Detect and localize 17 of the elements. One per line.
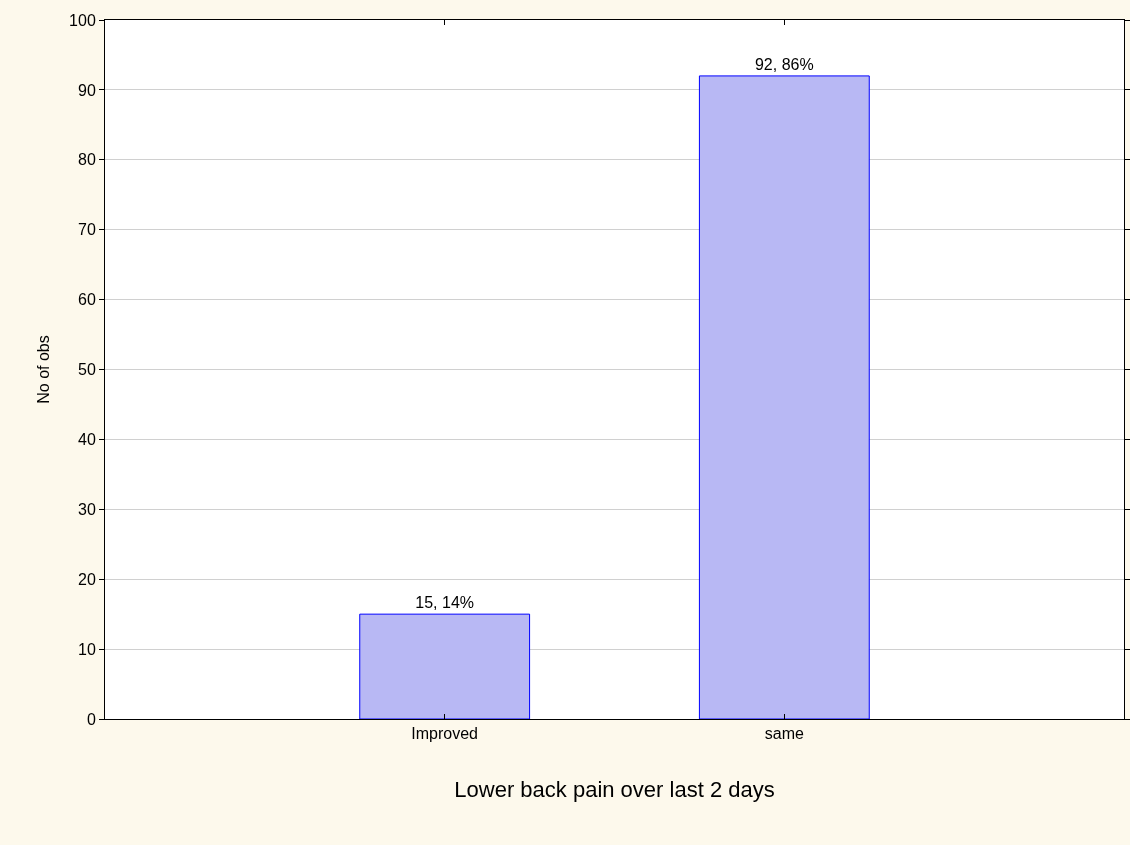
y-tick-label: 50	[78, 361, 96, 379]
data-label: 15, 14%	[415, 594, 475, 612]
y-tick-label: 30	[78, 500, 96, 518]
x-tick-label: same	[764, 725, 804, 743]
y-tick-label: 60	[78, 291, 96, 309]
data-label: 92, 86%	[754, 55, 814, 73]
x-tick-label: Improved	[411, 725, 479, 743]
y-tick-label: 10	[78, 640, 96, 658]
y-tick-label: 80	[78, 151, 96, 169]
y-tick-label: 90	[78, 81, 96, 99]
y-tick-label: 0	[86, 710, 96, 728]
x-axis-title: Lower back pain over last 2 days	[454, 777, 775, 803]
y-tick-label: 20	[78, 570, 96, 588]
y-tick-label: 100	[69, 11, 96, 29]
y-axis-title: No of obs	[35, 335, 52, 404]
y-tick-label: 40	[78, 431, 96, 448]
y-tick-label: 70	[78, 221, 96, 239]
